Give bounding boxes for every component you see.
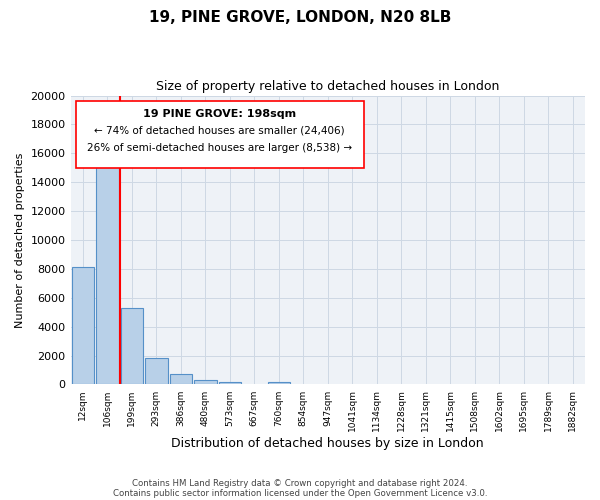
Bar <box>145 358 167 384</box>
Y-axis label: Number of detached properties: Number of detached properties <box>15 152 25 328</box>
Text: 19, PINE GROVE, LONDON, N20 8LB: 19, PINE GROVE, LONDON, N20 8LB <box>149 10 451 25</box>
Bar <box>121 308 143 384</box>
Text: ← 74% of detached houses are smaller (24,406): ← 74% of detached houses are smaller (24… <box>94 126 345 136</box>
FancyBboxPatch shape <box>76 102 364 168</box>
Bar <box>170 374 192 384</box>
X-axis label: Distribution of detached houses by size in London: Distribution of detached houses by size … <box>172 437 484 450</box>
Text: 19 PINE GROVE: 198sqm: 19 PINE GROVE: 198sqm <box>143 108 296 118</box>
Bar <box>71 268 94 384</box>
Title: Size of property relative to detached houses in London: Size of property relative to detached ho… <box>156 80 499 93</box>
Bar <box>218 382 241 384</box>
Text: 26% of semi-detached houses are larger (8,538) →: 26% of semi-detached houses are larger (… <box>87 143 352 153</box>
Text: Contains HM Land Registry data © Crown copyright and database right 2024.: Contains HM Land Registry data © Crown c… <box>132 478 468 488</box>
Text: Contains public sector information licensed under the Open Government Licence v3: Contains public sector information licen… <box>113 488 487 498</box>
Bar <box>194 380 217 384</box>
Bar <box>96 146 119 384</box>
Bar <box>268 382 290 384</box>
